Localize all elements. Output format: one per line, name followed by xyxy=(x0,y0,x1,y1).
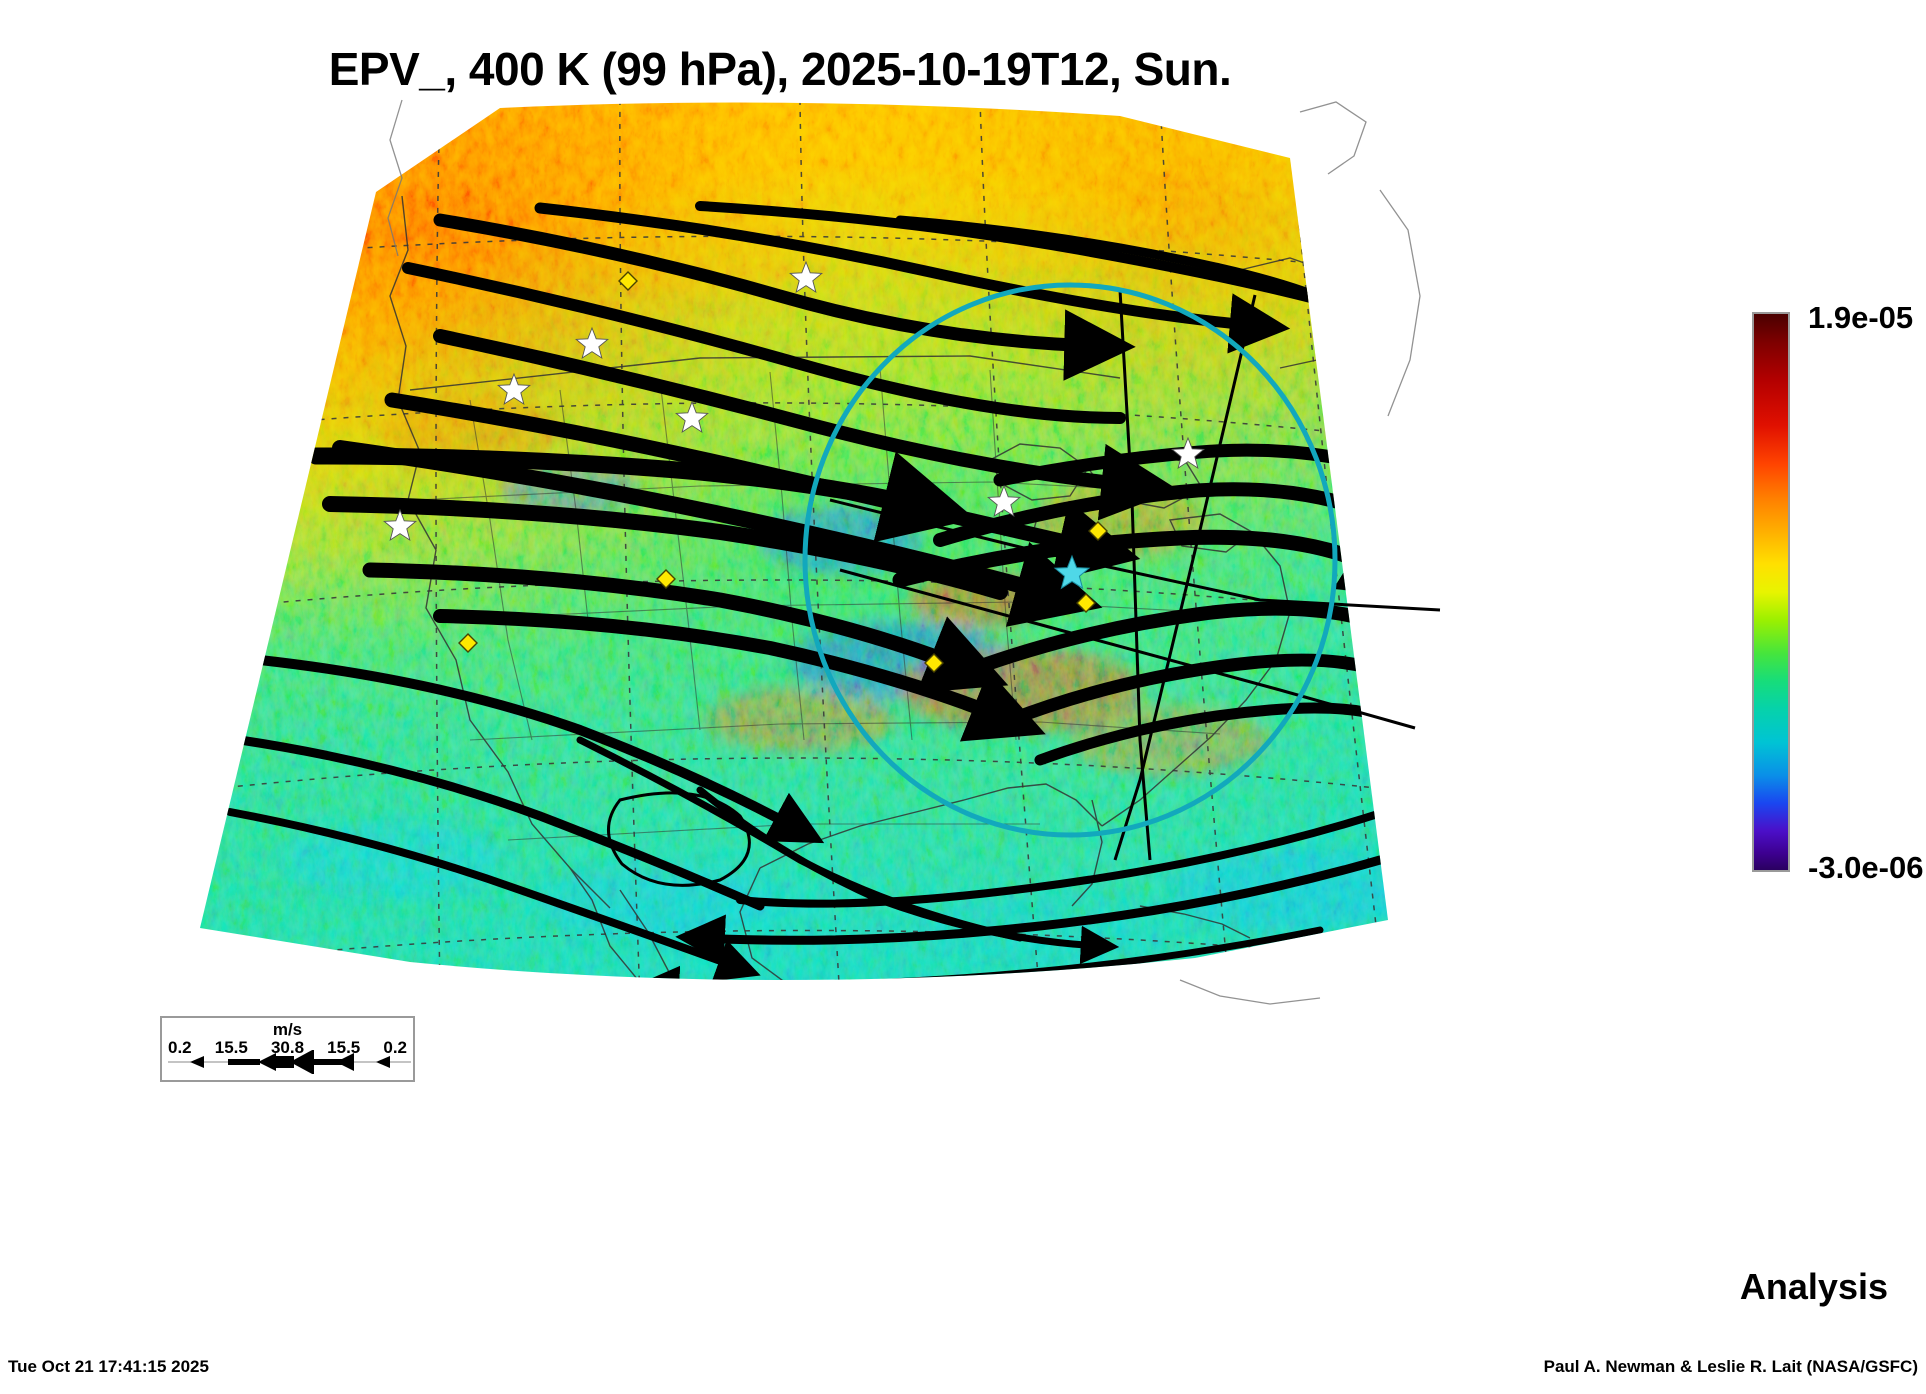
station-markers[interactable] xyxy=(383,260,1205,673)
wind-tick-1: 15.5 xyxy=(214,1038,248,1057)
star-marker-group xyxy=(383,260,1205,542)
star-icon[interactable] xyxy=(575,326,609,360)
colorbar-gradient xyxy=(1752,312,1790,872)
wind-legend-arrow-scale xyxy=(168,1050,411,1074)
flight-track-lines xyxy=(829,289,1441,861)
colorbar: 1.9e-05 -3.0e-06 xyxy=(1752,300,1926,1012)
diamond-icon[interactable] xyxy=(924,653,944,673)
range-circle-overlay xyxy=(802,282,1338,838)
wind-legend-unit: m/s xyxy=(272,1020,303,1039)
diamond-icon[interactable] xyxy=(1076,593,1096,613)
page-title: EPV_, 400 K (99 hPa), 2025-10-19T12, Sun… xyxy=(328,43,1232,95)
star-icon[interactable] xyxy=(383,508,417,542)
colorbar-max-label: 1.9e-05 xyxy=(1808,300,1914,335)
diamond-icon[interactable] xyxy=(656,569,676,589)
star-icon[interactable] xyxy=(789,260,823,294)
outside-domain-coastlines xyxy=(387,99,1421,1005)
wind-legend-ticks: 0.2 15.5 30.8 15.5 0.2 xyxy=(168,1038,407,1058)
analysis-label: Analysis xyxy=(1739,1266,1888,1307)
map-panel[interactable] xyxy=(140,99,1460,1005)
diamond-icon[interactable] xyxy=(458,633,478,653)
wind-tick-0: 0.2 xyxy=(168,1038,192,1057)
map-canvas[interactable] xyxy=(140,99,1460,1005)
star-icon[interactable] xyxy=(1171,436,1205,470)
diamond-icon[interactable] xyxy=(618,271,638,291)
star-icon-highlighted[interactable] xyxy=(1053,554,1091,590)
render-timestamp: Tue Oct 21 17:41:15 2025 xyxy=(8,1357,209,1376)
star-icon[interactable] xyxy=(675,400,709,434)
wind-tick-2: 30.8 xyxy=(270,1038,305,1057)
diamond-icon[interactable] xyxy=(1088,521,1108,541)
wind-tick-3: 15.5 xyxy=(327,1038,361,1057)
star-icon[interactable] xyxy=(497,372,531,406)
wind-speed-legend: m/s 0.2 15.5 30.8 15.5 0.2 xyxy=(160,1016,415,1082)
wind-tick-4: 0.2 xyxy=(383,1038,407,1057)
colorbar-min-label: -3.0e-06 xyxy=(1808,850,1924,885)
diamond-marker-group xyxy=(458,271,1108,673)
author-credit: Paul A. Newman & Leslie R. Lait (NASA/GS… xyxy=(1543,1357,1918,1376)
star-icon[interactable] xyxy=(987,484,1021,518)
